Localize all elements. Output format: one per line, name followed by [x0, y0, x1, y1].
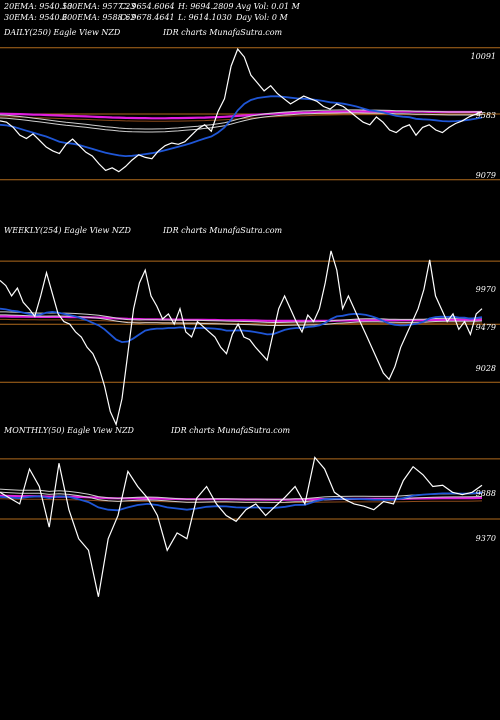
daily-ema-mid-line-upper: [0, 109, 483, 130]
weekly-panel-watermark: IDR charts MunafaSutra.com: [163, 226, 283, 235]
weekly-level-high: 9970: [475, 285, 496, 294]
avg-volume-readout: Avg Vol: 0.01 M: [236, 2, 300, 11]
day-volume-readout: Day Vol: 0 M: [236, 13, 288, 22]
monthly-panel-title: MONTHLY(50) Eagle View NZD: [4, 426, 134, 435]
weekly-ema-mid-line-upper: [0, 311, 483, 323]
monthly-price-line: [0, 456, 483, 597]
daily-ema-mid-line: [0, 112, 483, 133]
daily-level-mid: 9583: [475, 111, 496, 120]
high-readout: H: 9694.2809: [178, 2, 234, 11]
daily-level-high: 10091: [470, 52, 496, 61]
ema20-readout: 20EMA: 9540.53: [4, 2, 73, 11]
ema100-readout: 100EMA: 9577.23: [62, 2, 136, 11]
ema200-readout: 200EMA: 9588.62: [62, 13, 136, 22]
daily-ema-fast-line: [0, 95, 483, 158]
low-readout: L: 9614.1030: [178, 13, 232, 22]
monthly-ema-fast-line: [0, 491, 483, 512]
daily-panel-title: DAILY(250) Eagle View NZD: [4, 28, 121, 37]
daily-panel-watermark: IDR charts MunafaSutra.com: [163, 28, 283, 37]
close-readout: C: 9654.6064: [120, 2, 175, 11]
weekly-ema-slow-line-shadow: [0, 318, 482, 325]
daily-ema-slow-line: [0, 110, 482, 120]
weekly-level-mid: 9479: [475, 323, 496, 332]
monthly-level-low: 9370: [475, 534, 496, 543]
daily-price-line: [0, 47, 483, 173]
daily-level-low: 9079: [475, 171, 496, 180]
weekly-level-low: 9028: [475, 364, 496, 373]
weekly-panel-title: WEEKLY(254) Eagle View NZD: [4, 226, 131, 235]
monthly-ema-mid-line-upper: [0, 488, 483, 500]
monthly-level-high: 9888: [475, 489, 496, 498]
weekly-price-line: [0, 250, 483, 427]
weekly-ema-mid-line: [0, 314, 483, 326]
close2-readout: C: 9678.4641: [120, 13, 175, 22]
monthly-panel-watermark: IDR charts MunafaSutra.com: [171, 426, 291, 435]
ema30-readout: 30EMA: 9540.6: [4, 13, 68, 22]
